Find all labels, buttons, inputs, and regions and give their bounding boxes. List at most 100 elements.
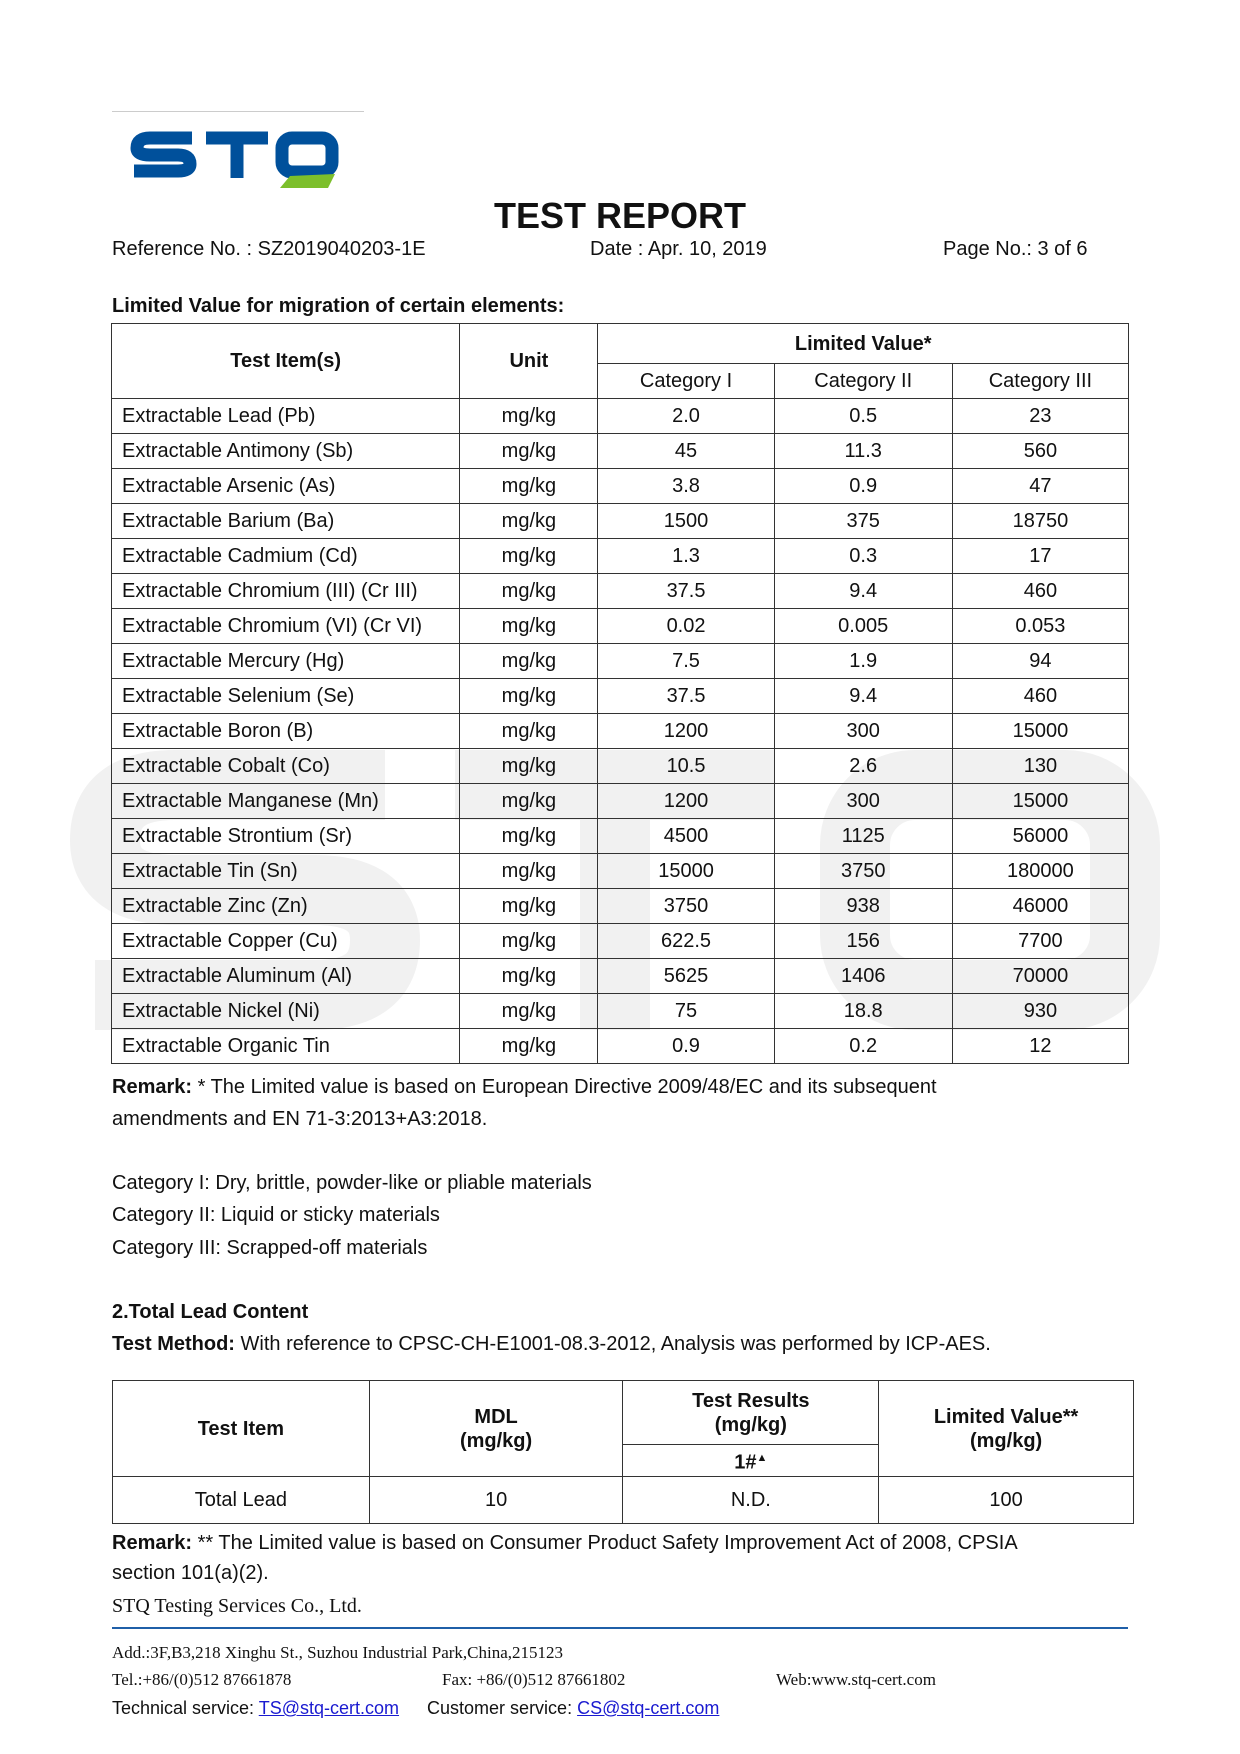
cell-item: Extractable Chromium (VI) (Cr VI) bbox=[110, 608, 461, 644]
mdl-unit: (mg/kg) bbox=[459, 1429, 533, 1452]
limits-table: Test Item(s) Unit Limited Value* Category … bbox=[110, 323, 1130, 1064]
footer-web: Web:www.stq-cert.com bbox=[776, 1670, 936, 1689]
cell-item: Extractable Aluminum (Al) bbox=[110, 958, 461, 994]
category-note-2: Category II: Liquid or sticky materials bbox=[112, 1204, 440, 1226]
cell-item: Extractable Barium (Ba) bbox=[110, 503, 461, 539]
cell-cat1: 1200 bbox=[597, 713, 775, 749]
cell-cat3: 47 bbox=[951, 468, 1130, 504]
results-unit: (mg/kg) bbox=[714, 1413, 787, 1436]
cell-cat3: 7700 bbox=[951, 923, 1130, 959]
report-date: Date : Apr. 10, 2019 bbox=[590, 238, 767, 260]
cell-cat3: 560 bbox=[951, 433, 1130, 469]
tech-email-link[interactable]: TS@stq-cert.com bbox=[258, 1698, 400, 1718]
cell-unit: mg/kg bbox=[459, 993, 599, 1029]
cell-cat3: 46000 bbox=[951, 888, 1130, 924]
reference-number: Reference No. : SZ2019040203-1E bbox=[112, 238, 426, 260]
cell-cat1: 45 bbox=[597, 433, 775, 469]
cell-item: Extractable Copper (Cu) bbox=[110, 923, 461, 959]
cust-label: Customer service: bbox=[427, 1698, 578, 1718]
table-row: Extractable Strontium (Sr) mg/kg 4500 1125 5… bbox=[110, 818, 1130, 854]
customer-email-link[interactable]: CS@stq-cert.com bbox=[577, 1698, 720, 1718]
header-sample: 1#▲ bbox=[622, 1444, 880, 1477]
cell-cat3: 0.053 bbox=[951, 608, 1130, 644]
cell-unit: mg/kg bbox=[459, 573, 599, 609]
cell-cat2: 300 bbox=[773, 713, 953, 749]
header-test-item: Test Item bbox=[112, 1380, 370, 1477]
section2-title: 2.Total Lead Content bbox=[112, 1301, 309, 1323]
cell-cat3: 70000 bbox=[951, 958, 1130, 994]
cell-cat2: 1125 bbox=[773, 818, 953, 854]
cell-cat3: 15000 bbox=[951, 713, 1130, 749]
cell-unit: mg/kg bbox=[459, 853, 599, 889]
remark-2-cont: section 101(a)(2). bbox=[112, 1562, 269, 1584]
table-row: Extractable Mercury (Hg) mg/kg 7.5 1.9 94 bbox=[110, 643, 1130, 679]
footer-address: Add.:3F,B3,218 Xinghu St., Suzhou Indust… bbox=[112, 1643, 564, 1662]
header-limited-value: Limited Value** (mg/kg) bbox=[878, 1380, 1134, 1477]
cell-item: Total Lead bbox=[112, 1476, 370, 1524]
cell-cat1: 37.5 bbox=[597, 573, 775, 609]
table-row: Extractable Tin (Sn) mg/kg 15000 3750 180000 bbox=[110, 853, 1130, 889]
cell-cat1: 37.5 bbox=[597, 678, 775, 714]
table-row: Extractable Boron (B) mg/kg 1200 300 15000 bbox=[110, 713, 1130, 749]
footer-divider bbox=[112, 1627, 1128, 1629]
table-row: Extractable Chromium (VI) (Cr VI) mg/kg 0.… bbox=[110, 608, 1130, 644]
remark-1: Remark: * The Limited value is based on … bbox=[112, 1076, 937, 1099]
table-row: Extractable Arsenic (As) mg/kg 3.8 0.9 47 bbox=[110, 468, 1130, 504]
section1-title: Limited Value for migration of certain e… bbox=[112, 295, 565, 317]
cell-cat1: 5625 bbox=[597, 958, 775, 994]
cell-item: Extractable Organic Tin bbox=[110, 1028, 461, 1064]
cell-cat2: 156 bbox=[773, 923, 953, 959]
test-method: Test Method: With reference to CPSC-CH-E… bbox=[112, 1333, 991, 1356]
cell-cat2: 2.6 bbox=[773, 748, 953, 784]
cell-unit: mg/kg bbox=[459, 468, 599, 504]
cell-limit: 100 bbox=[878, 1476, 1134, 1524]
cell-cat2: 0.005 bbox=[773, 608, 953, 644]
cell-unit: mg/kg bbox=[459, 643, 599, 679]
cell-cat2: 938 bbox=[773, 888, 953, 924]
cell-cat1: 3750 bbox=[597, 888, 775, 924]
cell-result: N.D. bbox=[622, 1476, 880, 1524]
cell-cat1: 15000 bbox=[597, 853, 775, 889]
cell-item: Extractable Boron (B) bbox=[110, 713, 461, 749]
cell-cat1: 0.02 bbox=[597, 608, 775, 644]
cell-cat1: 2.0 bbox=[597, 398, 775, 434]
header-cat3: Category III bbox=[951, 363, 1130, 399]
cell-item: Extractable Strontium (Sr) bbox=[110, 818, 461, 854]
cell-item: Extractable Cobalt (Co) bbox=[110, 748, 461, 784]
footer-fax: Fax: +86/(0)512 87661802 bbox=[442, 1670, 626, 1689]
cell-cat3: 460 bbox=[951, 678, 1130, 714]
cell-unit: mg/kg bbox=[459, 538, 599, 574]
remark-text: * The Limited value is based on European… bbox=[192, 1076, 937, 1098]
method-label: Test Method: bbox=[112, 1333, 235, 1355]
table-row: Extractable Zinc (Zn) mg/kg 3750 938 46000 bbox=[110, 888, 1130, 924]
footer-tel: Tel.:+86/(0)512 87661878 bbox=[112, 1670, 292, 1689]
cell-unit: mg/kg bbox=[459, 608, 599, 644]
cell-unit: mg/kg bbox=[459, 923, 599, 959]
method-text: With reference to CPSC-CH-E1001-08.3-201… bbox=[234, 1333, 991, 1355]
company-name: STQ Testing Services Co., Ltd. bbox=[112, 1595, 362, 1617]
header-divider bbox=[112, 111, 364, 112]
cell-cat3: 460 bbox=[951, 573, 1130, 609]
cell-cat3: 180000 bbox=[951, 853, 1130, 889]
remark-2: Remark: ** The Limited value is based on… bbox=[112, 1532, 1018, 1555]
cell-unit: mg/kg bbox=[459, 748, 599, 784]
page-number: Page No.: 3 of 6 bbox=[943, 238, 1088, 260]
cell-item: Extractable Chromium (III) (Cr III) bbox=[110, 573, 461, 609]
cell-cat1: 10.5 bbox=[597, 748, 775, 784]
cell-unit: mg/kg bbox=[459, 398, 599, 434]
cell-cat1: 4500 bbox=[597, 818, 775, 854]
header-cat1: Category I bbox=[597, 363, 775, 399]
cell-cat2: 18.8 bbox=[773, 993, 953, 1029]
cell-cat3: 130 bbox=[951, 748, 1130, 784]
cell-cat3: 930 bbox=[951, 993, 1130, 1029]
cell-cat3: 56000 bbox=[951, 818, 1130, 854]
cell-item: Extractable Arsenic (As) bbox=[110, 468, 461, 504]
remark-label: Remark: bbox=[112, 1532, 193, 1554]
cell-cat3: 17 bbox=[951, 538, 1130, 574]
cell-cat3: 23 bbox=[951, 398, 1130, 434]
category-note-1: Category I: Dry, brittle, powder-like or… bbox=[112, 1172, 592, 1194]
header-cat2: Category II bbox=[773, 363, 953, 399]
limit-label: Limited Value** bbox=[933, 1405, 1079, 1428]
cell-unit: mg/kg bbox=[459, 503, 599, 539]
